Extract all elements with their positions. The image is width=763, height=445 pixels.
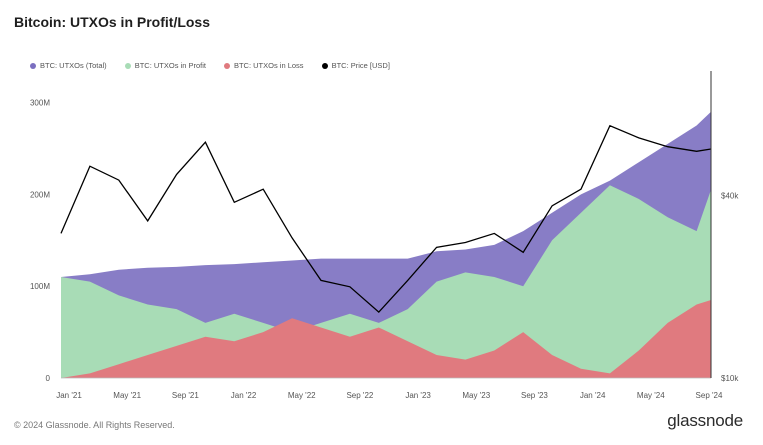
x-tick-label: May '23	[462, 391, 490, 400]
legend-label-loss: BTC: UTXOs in Loss	[233, 61, 304, 70]
x-tick-label: Sep '21	[172, 391, 199, 400]
legend-item-total[interactable]: BTC: UTXOs (Total)	[30, 61, 107, 70]
y-left-tick-label: 0	[46, 374, 51, 383]
legend-label-price: BTC: Price [USD]	[331, 61, 390, 70]
legend-item-price[interactable]: BTC: Price [USD]	[321, 61, 390, 70]
chart-areas	[61, 111, 711, 378]
x-tick-label: Jan '22	[231, 391, 257, 400]
legend-swatch-total	[30, 62, 36, 69]
x-tick-label: Sep '24	[696, 391, 723, 400]
area-utxos-loss	[61, 300, 711, 378]
y-left-tick-label: 100M	[30, 282, 50, 291]
chart-title: Bitcoin: UTXOs in Profit/Loss	[14, 14, 211, 30]
chart-axes: Jan '21 May '21 Sep '21 Jan '22 May '22 Sep '…	[30, 71, 739, 400]
copyright-text: © 2024 Glassnode. All Rights Reserved.	[14, 420, 175, 430]
x-tick-label: Sep '22	[346, 391, 373, 400]
area-utxos-profit	[61, 185, 711, 378]
y-right-tick-label: $10k	[721, 374, 739, 383]
brand-logo[interactable]: glassnode	[667, 411, 743, 430]
legend-swatch-loss	[223, 62, 230, 69]
legend-swatch-profit	[124, 62, 131, 69]
legend-item-loss[interactable]: BTC: UTXOs in Loss	[223, 61, 304, 70]
x-tick-label: May '22	[288, 391, 316, 400]
y-right-tick-label: $40k	[721, 192, 739, 201]
y-left-tick-label: 300M	[30, 99, 50, 108]
line-btc-price	[60, 124, 712, 314]
legend: BTC: UTXOs (Total) BTC: UTXOs in Profit …	[30, 61, 390, 70]
legend-label-total: BTC: UTXOs (Total)	[40, 61, 107, 70]
x-tick-label: Jan '21	[56, 391, 82, 400]
x-tick-label: Sep '23	[521, 391, 548, 400]
x-tick-label: Jan '23	[405, 391, 431, 400]
x-tick-label: May '21	[113, 391, 141, 400]
y-left-tick-label: 200M	[30, 190, 50, 199]
legend-label-profit: BTC: UTXOs in Profit	[134, 61, 206, 70]
price-layer	[60, 124, 712, 314]
legend-swatch-price	[321, 62, 328, 69]
legend-item-profit[interactable]: BTC: UTXOs in Profit	[124, 61, 206, 70]
x-tick-label: May '24	[637, 391, 665, 400]
x-tick-label: Jan '24	[580, 391, 606, 400]
